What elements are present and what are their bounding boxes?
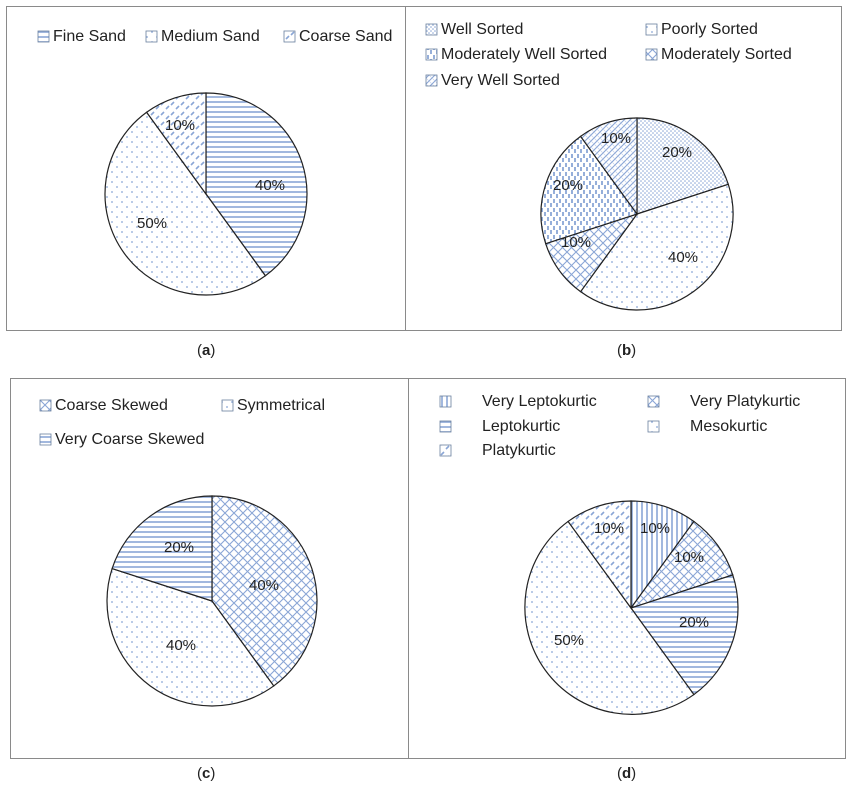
pie-b-slice-well-sorted (636, 117, 730, 215)
legend-d-swatch-very-leptokurtic (439, 395, 452, 408)
pie-b-slice-moderately-well-sorted (540, 135, 638, 245)
legend-b-item-very-well-sorted: Very Well Sorted (441, 72, 560, 89)
pie-c-slice-very-coarse-skewed (111, 495, 213, 602)
pie-a-slice-coarse-sand (145, 92, 207, 196)
pie-d-label-leptokurtic: 20% (679, 614, 709, 631)
legend-a-swatch-coarse-sand (283, 30, 296, 43)
legend-b-item-poorly-sorted: Poorly Sorted (661, 21, 758, 38)
legend-b-swatch-moderately-well-sorted (425, 48, 438, 61)
legend-b-item-moderately-sorted: Moderately Sorted (661, 46, 792, 63)
pie-c-slice-symmetrical (106, 567, 275, 707)
pie-d-slice-platykurtic (567, 500, 632, 610)
legend-a-swatch-fine-sand (37, 30, 50, 43)
caption-b-letter: b (622, 342, 632, 359)
legend-d-swatch-very-platykurtic (647, 395, 660, 408)
pie-a-slice-fine-sand (205, 92, 308, 277)
pie-d-label-mesokurtic: 50% (554, 632, 584, 649)
pie-a-label-fine-sand: 40% (255, 177, 285, 194)
legend-b-swatch-very-well-sorted (425, 74, 438, 87)
legend-c-swatch-very-coarse-skewed (39, 433, 52, 446)
caption-c: (c) (197, 765, 216, 782)
legend-d-item-platykurtic: Platykurtic (482, 442, 556, 459)
pie-c-slice-coarse-skewed (211, 495, 318, 687)
legend-c-swatch-symmetrical (221, 399, 234, 412)
panel-d-frame (408, 378, 846, 759)
legend-d-item-very-platykurtic: Very Platykurtic (690, 393, 800, 410)
pie-a-label-coarse-sand: 10% (165, 117, 195, 134)
pie-chart-b: 20% 40% 10% 20% 10% Well Sorted Poorly Sorted M… (425, 21, 792, 311)
legend-b-item-well-sorted: Well Sorted (441, 21, 523, 38)
legend-d-item-mesokurtic: Mesokurtic (690, 418, 767, 435)
pie-chart-d: 10%10%20%50%10%Very Leptokurtic Very Plat… (439, 393, 800, 715)
legend-b-item-moderately-well-sorted: Moderately Well Sorted (441, 46, 607, 63)
pie-c-label-coarse-skewed: 40% (249, 577, 279, 594)
pie-d-label-very-leptokurtic: 10% (640, 520, 670, 537)
pie-d-label-platykurtic: 10% (594, 520, 624, 537)
caption-a: (a) (197, 342, 216, 359)
caption-d-letter: d (622, 765, 632, 782)
pie-d-slice-leptokurtic (630, 574, 739, 696)
caption-d: (d) (617, 765, 637, 782)
pie-b-label-well-sorted: 20% (662, 144, 692, 161)
legend-c-item-symmetrical: Symmetrical (237, 397, 325, 414)
pie-c-label-symmetrical: 40% (166, 637, 196, 654)
legend-c-item-very-coarse-skewed: Very Coarse Skewed (55, 431, 204, 448)
caption-b: (b) (617, 342, 637, 359)
pie-b-slice-very-well-sorted (579, 117, 638, 216)
pie-b-label-moderately-well-sorted: 20% (553, 177, 583, 194)
legend-d-item-very-leptokurtic: Very Leptokurtic (482, 393, 597, 410)
pie-a-slice-medium-sand (104, 111, 267, 296)
legend-a-item-fine-sand: Fine Sand (53, 28, 126, 45)
legend-c-item-coarse-skewed: Coarse Skewed (55, 397, 168, 414)
pie-chart-c: 40% 40% 20% Coarse Skewed Symmetrical Very Co… (39, 397, 325, 707)
legend-a-swatch-medium-sand (145, 30, 158, 43)
pie-d-slice-mesokurtic (524, 520, 695, 715)
caption-c-letter: c (202, 765, 211, 782)
legend-d-item-leptokurtic: Leptokurtic (482, 418, 560, 435)
legend-d-swatch-leptokurtic (439, 420, 452, 433)
pie-a-label-medium-sand: 50% (137, 215, 167, 232)
pie-chart-a: 40% 50% 10% Fine Sand Medium Sand Coarse Sand (37, 28, 392, 296)
pie-d-label-very-platykurtic: 10% (674, 549, 704, 566)
legend-a-item-medium-sand: Medium Sand (161, 28, 260, 45)
legend-d-swatch-platykurtic (439, 444, 452, 457)
caption-a-letter: a (202, 342, 211, 359)
pie-c-label-very-coarse-skewed: 20% (164, 539, 194, 556)
legend-b-swatch-well-sorted (425, 23, 438, 36)
legend-a-item-coarse-sand: Coarse Sand (299, 28, 392, 45)
legend-c-swatch-coarse-skewed (39, 399, 52, 412)
pie-b-slice-poorly-sorted (579, 183, 734, 311)
pie-b-label-very-well-sorted: 10% (601, 130, 631, 147)
pie-b-label-moderately-sorted: 10% (561, 234, 591, 251)
legend-b-swatch-poorly-sorted (645, 23, 658, 36)
legend-b-swatch-moderately-sorted (645, 48, 658, 61)
panel-b-frame (405, 6, 842, 331)
legend-d-swatch-mesokurtic (647, 420, 660, 433)
pie-b-label-poorly-sorted: 40% (668, 249, 698, 266)
